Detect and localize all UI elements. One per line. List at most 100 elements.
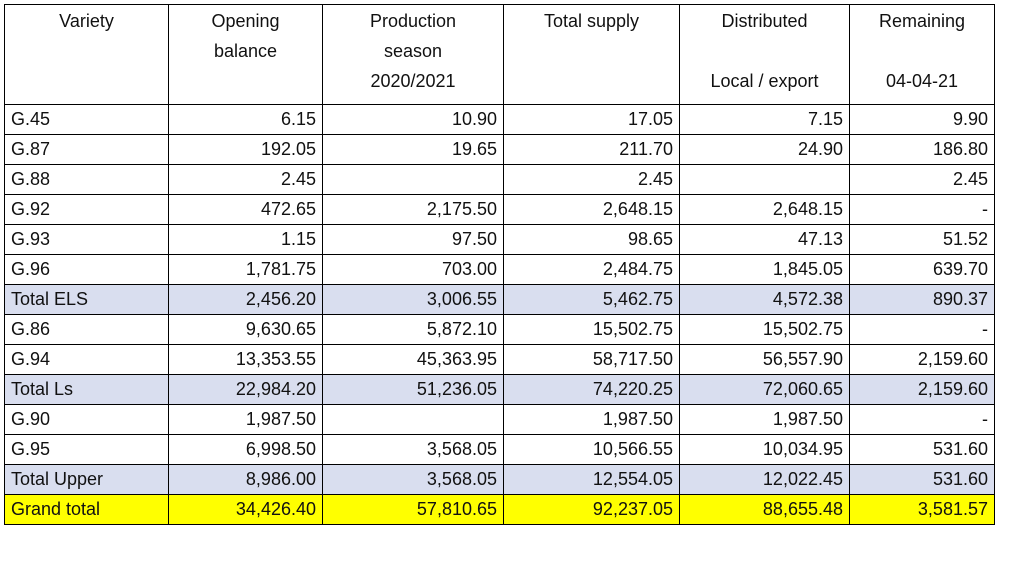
remaining-cell: 890.37 bbox=[849, 284, 995, 315]
production-season-cell bbox=[322, 404, 504, 435]
production-season-cell: 5,872.10 bbox=[322, 314, 504, 345]
table-row: G.88 2.45 2.45 2.45 bbox=[4, 164, 995, 195]
remaining-cell: 2.45 bbox=[849, 164, 995, 195]
header-line: Variety bbox=[59, 11, 114, 31]
table-row: G.94 13,353.55 45,363.95 58,717.50 56,557.90… bbox=[4, 344, 995, 375]
opening-balance-cell: 34,426.40 bbox=[168, 494, 323, 525]
total-supply-cell: 211.70 bbox=[503, 134, 680, 165]
variety-cell: G.87 bbox=[4, 134, 169, 165]
header-remaining: Remaining 04-04-21 bbox=[849, 4, 995, 105]
production-season-cell: 10.90 bbox=[322, 104, 504, 135]
distributed-cell: 72,060.65 bbox=[679, 374, 850, 405]
variety-cell: Total Upper bbox=[4, 464, 169, 495]
table-row: G.45 6.15 10.90 17.05 7.15 9.90 bbox=[4, 104, 995, 135]
distributed-cell: 7.15 bbox=[679, 104, 850, 135]
subtotal-row: Total ELS 2,456.20 3,006.55 5,462.75 4,572.3… bbox=[4, 284, 995, 315]
production-season-cell: 3,568.05 bbox=[322, 434, 504, 465]
opening-balance-cell: 1,987.50 bbox=[168, 404, 323, 435]
total-supply-cell: 1,987.50 bbox=[503, 404, 680, 435]
opening-balance-cell: 1,781.75 bbox=[168, 254, 323, 285]
remaining-cell: - bbox=[849, 314, 995, 345]
remaining-cell: 2,159.60 bbox=[849, 344, 995, 375]
production-season-cell: 45,363.95 bbox=[322, 344, 504, 375]
subtotal-row: Total Ls 22,984.20 51,236.05 74,220.25 72,06… bbox=[4, 374, 995, 405]
header-opening-balance: Opening balance bbox=[168, 4, 323, 105]
header-line: Opening bbox=[211, 11, 280, 31]
header-row: Variety Opening balance Production season 202… bbox=[4, 4, 995, 105]
table-row: G.93 1.15 97.50 98.65 47.13 51.52 bbox=[4, 224, 995, 255]
header-line: 04-04-21 bbox=[885, 71, 959, 91]
remaining-cell: 9.90 bbox=[849, 104, 995, 135]
opening-balance-cell: 13,353.55 bbox=[168, 344, 323, 375]
table-row: G.90 1,987.50 1,987.50 1,987.50- bbox=[4, 404, 995, 435]
total-supply-cell: 2,648.15 bbox=[503, 194, 680, 225]
total-supply-cell: 2.45 bbox=[503, 164, 680, 195]
remaining-cell: - bbox=[849, 404, 995, 435]
opening-balance-cell: 22,984.20 bbox=[168, 374, 323, 405]
header-line: season bbox=[383, 41, 443, 61]
total-supply-cell: 98.65 bbox=[503, 224, 680, 255]
variety-cell: G.94 bbox=[4, 344, 169, 375]
header-line: Production bbox=[369, 11, 457, 31]
opening-balance-cell: 192.05 bbox=[168, 134, 323, 165]
header-line: Local / export bbox=[710, 71, 819, 91]
distributed-cell: 88,655.48 bbox=[679, 494, 850, 525]
remaining-cell: 531.60 bbox=[849, 464, 995, 495]
production-season-cell: 3,006.55 bbox=[322, 284, 504, 315]
remaining-cell: - bbox=[849, 194, 995, 225]
total-supply-cell: 12,554.05 bbox=[503, 464, 680, 495]
remaining-cell: 639.70 bbox=[849, 254, 995, 285]
total-supply-cell: 92,237.05 bbox=[503, 494, 680, 525]
total-supply-cell: 15,502.75 bbox=[503, 314, 680, 345]
header-production-season: Production season 2020/2021 bbox=[322, 4, 504, 105]
distributed-cell: 47.13 bbox=[679, 224, 850, 255]
header-line: balance bbox=[213, 41, 278, 61]
production-season-cell: 703.00 bbox=[322, 254, 504, 285]
total-supply-cell: 10,566.55 bbox=[503, 434, 680, 465]
production-season-cell: 2,175.50 bbox=[322, 194, 504, 225]
total-supply-cell: 58,717.50 bbox=[503, 344, 680, 375]
table-container: Variety Opening balance Production season 202… bbox=[4, 4, 995, 525]
distributed-cell bbox=[679, 164, 850, 195]
header-line bbox=[856, 36, 988, 66]
opening-balance-cell: 472.65 bbox=[168, 194, 323, 225]
table-row: G.92 472.65 2,175.50 2,648.15 2,648.15- bbox=[4, 194, 995, 225]
remaining-cell: 531.60 bbox=[849, 434, 995, 465]
variety-cell: G.95 bbox=[4, 434, 169, 465]
table-row: G.87 192.05 19.65 211.70 24.90 186.80 bbox=[4, 134, 995, 165]
opening-balance-cell: 2.45 bbox=[168, 164, 323, 195]
table-row: G.95 6,998.50 3,568.05 10,566.55 10,034.95 53… bbox=[4, 434, 995, 465]
distributed-cell: 2,648.15 bbox=[679, 194, 850, 225]
header-line: Total supply bbox=[543, 11, 640, 31]
header-variety: Variety bbox=[4, 4, 169, 105]
header-line: Remaining bbox=[878, 11, 966, 31]
distributed-cell: 24.90 bbox=[679, 134, 850, 165]
variety-cell: G.45 bbox=[4, 104, 169, 135]
remaining-cell: 3,581.57 bbox=[849, 494, 995, 525]
distributed-cell: 10,034.95 bbox=[679, 434, 850, 465]
total-supply-cell: 74,220.25 bbox=[503, 374, 680, 405]
variety-cell: G.86 bbox=[4, 314, 169, 345]
variety-cell: Total ELS bbox=[4, 284, 169, 315]
distributed-cell: 12,022.45 bbox=[679, 464, 850, 495]
opening-balance-cell: 9,630.65 bbox=[168, 314, 323, 345]
production-season-cell: 57,810.65 bbox=[322, 494, 504, 525]
variety-cell: G.92 bbox=[4, 194, 169, 225]
table-row: G.86 9,630.65 5,872.10 15,502.75 15,502.75- bbox=[4, 314, 995, 345]
variety-cell: G.96 bbox=[4, 254, 169, 285]
variety-cell: Total Ls bbox=[4, 374, 169, 405]
total-supply-cell: 5,462.75 bbox=[503, 284, 680, 315]
header-total-supply: Total supply bbox=[503, 4, 680, 105]
production-season-cell: 3,568.05 bbox=[322, 464, 504, 495]
remaining-cell: 2,159.60 bbox=[849, 374, 995, 405]
variety-cell: G.88 bbox=[4, 164, 169, 195]
distributed-cell: 56,557.90 bbox=[679, 344, 850, 375]
variety-cell: Grand total bbox=[4, 494, 169, 525]
opening-balance-cell: 6,998.50 bbox=[168, 434, 323, 465]
header-line: 2020/2021 bbox=[370, 71, 456, 91]
opening-balance-cell: 1.15 bbox=[168, 224, 323, 255]
opening-balance-cell: 8,986.00 bbox=[168, 464, 323, 495]
distributed-cell: 15,502.75 bbox=[679, 314, 850, 345]
distributed-cell: 1,987.50 bbox=[679, 404, 850, 435]
remaining-cell: 51.52 bbox=[849, 224, 995, 255]
